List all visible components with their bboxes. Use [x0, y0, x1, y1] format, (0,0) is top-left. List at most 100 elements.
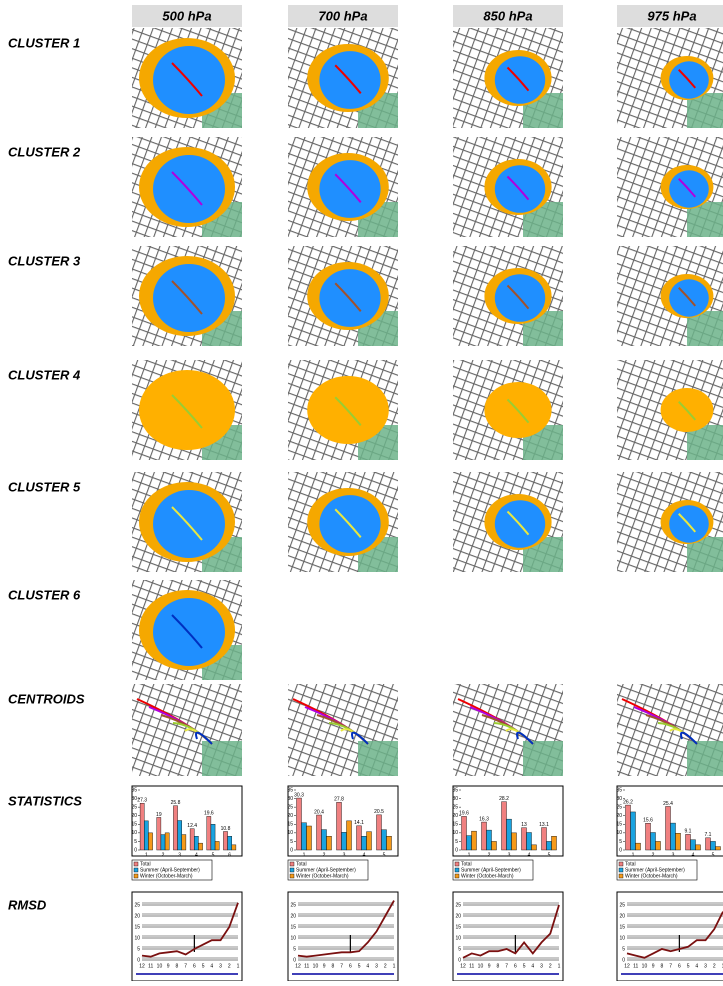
- grid-band: [463, 902, 559, 906]
- x-tick-label: 3: [704, 963, 707, 969]
- bar: [307, 826, 312, 850]
- y-tick-label: 5: [455, 839, 458, 845]
- y-tick-label: 10: [290, 935, 296, 941]
- y-tick-label: 10: [452, 830, 458, 836]
- x-tick-label: 12: [460, 963, 466, 969]
- bar: [636, 843, 641, 850]
- y-tick-label: 5: [134, 839, 137, 845]
- bar: [696, 845, 701, 850]
- bar: [716, 847, 721, 850]
- grid-band: [463, 946, 559, 950]
- x-tick-label: 9: [652, 963, 655, 969]
- row-label: CLUSTER 4: [8, 367, 81, 382]
- grid-band: [627, 924, 723, 928]
- row-label: CLUSTER 5: [8, 479, 81, 494]
- y-tick-label: 5: [290, 839, 293, 845]
- bar: [207, 816, 211, 850]
- grid-band: [463, 957, 559, 961]
- y-tick-label: 30: [452, 796, 458, 802]
- bar: [686, 834, 691, 850]
- column-header: 700 hPa: [318, 8, 367, 23]
- x-tick-label: 6: [678, 963, 681, 969]
- bar: [228, 836, 232, 850]
- x-tick-label: 5: [212, 852, 215, 858]
- x-tick-label: 1: [145, 852, 148, 858]
- map-panel: [453, 360, 563, 460]
- grid-band: [627, 902, 723, 906]
- grid-band: [298, 935, 394, 939]
- bar: [711, 841, 716, 850]
- map-land: [523, 741, 563, 776]
- x-tick-label: 11: [469, 963, 474, 969]
- legend-swatch: [455, 862, 459, 866]
- bar: [502, 802, 507, 850]
- x-tick-label: 9: [167, 963, 170, 969]
- y-tick-label: 10: [616, 830, 622, 836]
- x-tick-label: 5: [687, 963, 690, 969]
- bar: [691, 840, 696, 850]
- x-tick-label: 8: [497, 963, 500, 969]
- bar: [656, 841, 661, 850]
- x-tick-label: 1: [393, 963, 396, 969]
- y-tick-label: 15: [616, 822, 622, 828]
- value-label: 19.6: [459, 811, 469, 817]
- map-panel: [288, 137, 398, 237]
- x-tick-label: 5: [523, 963, 526, 969]
- x-tick-label: 6: [228, 852, 231, 858]
- y-tick-label: 0: [290, 847, 293, 853]
- y-tick-label: 20: [452, 813, 458, 819]
- y-tick-label: 5: [622, 946, 625, 952]
- map-panel: [617, 360, 723, 460]
- y-tick-label: 10: [131, 830, 137, 836]
- legend-swatch: [619, 868, 623, 872]
- grid-band: [298, 957, 394, 961]
- map-panel: [453, 137, 563, 237]
- bar: [646, 823, 651, 850]
- bar: [547, 841, 552, 850]
- value-label: 16.3: [479, 816, 489, 822]
- map-panel: [617, 28, 723, 128]
- map-panel: [288, 360, 398, 460]
- y-tick-label: 5: [137, 946, 140, 952]
- x-tick-label: 2: [488, 852, 491, 858]
- value-label: 9.1: [685, 829, 692, 835]
- legend-label: Winter (October-March): [461, 873, 514, 879]
- x-tick-label: 2: [323, 852, 326, 858]
- row-label: CLUSTER 6: [8, 587, 81, 602]
- y-tick-label: 25: [455, 902, 461, 908]
- x-tick-label: 11: [148, 963, 153, 969]
- x-tick-label: 7: [340, 963, 343, 969]
- y-tick-label: 0: [134, 847, 137, 853]
- x-tick-label: 1: [303, 852, 306, 858]
- x-tick-label: 4: [695, 963, 698, 969]
- legend-swatch: [134, 868, 138, 872]
- bar: [382, 830, 387, 850]
- bar: [552, 836, 557, 850]
- legend-label: Winter (October-March): [296, 873, 349, 879]
- x-tick-label: 1: [237, 963, 240, 969]
- x-tick-label: 2: [652, 852, 655, 858]
- x-tick-label: 8: [176, 963, 179, 969]
- map-panel: [132, 580, 242, 680]
- value-label: 12.4: [187, 823, 197, 829]
- bar: [144, 821, 148, 850]
- bar: [357, 826, 362, 850]
- bar: [626, 805, 631, 850]
- value-label: 14.1: [354, 820, 364, 826]
- y-tick-label: 20: [287, 813, 293, 819]
- map-panel: [617, 472, 723, 572]
- x-tick-label: 12: [139, 963, 145, 969]
- bar: [542, 828, 547, 850]
- x-tick-label: 3: [343, 852, 346, 858]
- legend-swatch: [455, 874, 459, 878]
- y-tick-label: 10: [455, 935, 461, 941]
- x-tick-label: 10: [642, 963, 648, 969]
- x-tick-label: 5: [548, 852, 551, 858]
- bar: [198, 843, 202, 850]
- x-tick-label: 5: [358, 963, 361, 969]
- y-tick-label: 25: [287, 804, 293, 810]
- bar: [337, 802, 342, 850]
- bar: [706, 838, 711, 850]
- column-header: 975 hPa: [647, 8, 696, 23]
- y-tick-label: 5: [619, 839, 622, 845]
